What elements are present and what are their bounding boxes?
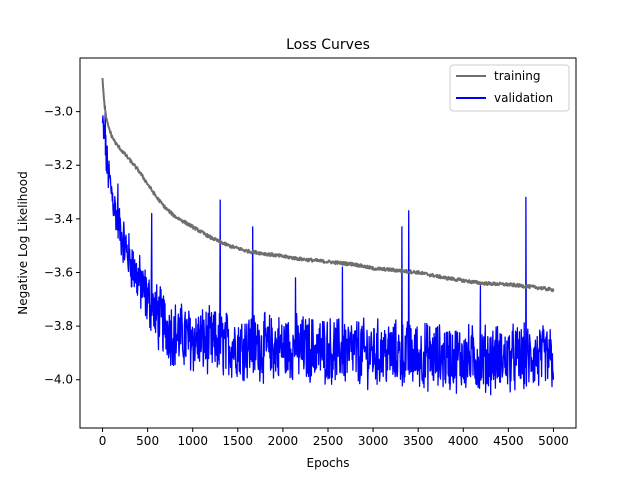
y-tick-label: −4.0 [44, 373, 73, 387]
x-tick-label: 3000 [358, 434, 389, 448]
x-tick-label: 2500 [313, 434, 344, 448]
x-tick-label: 2000 [268, 434, 299, 448]
y-tick-label: −3.6 [44, 265, 73, 279]
chart-title: Loss Curves [286, 37, 370, 53]
x-tick-label: 0 [99, 434, 107, 448]
legend: training validation [449, 64, 570, 112]
x-tick-label: 4500 [493, 434, 524, 448]
y-axis-label: Negative Log Likelihood [16, 171, 30, 314]
y-axis: −4.0 −3.8 −3.6 −3.4 −3.2 −3.0 [44, 105, 80, 387]
x-tick-label: 1500 [223, 434, 254, 448]
y-tick-label: −3.2 [44, 158, 73, 172]
y-tick-label: −3.4 [44, 212, 73, 226]
y-tick-label: −3.8 [44, 319, 73, 333]
x-tick-label: 5000 [538, 434, 569, 448]
series-layer [101, 77, 555, 396]
legend-label-training: training [494, 69, 541, 83]
x-tick-label: 4000 [448, 434, 479, 448]
series-line-training [101, 77, 555, 293]
series-line-validation [101, 105, 555, 396]
y-tick-label: −3.0 [44, 105, 73, 119]
x-tick-label: 3500 [403, 434, 434, 448]
legend-label-validation: validation [494, 91, 553, 105]
x-axis: 0 500 1000 1500 2000 2500 3000 3500 4000 4500 5000 [99, 428, 569, 448]
x-tick-label: 500 [136, 434, 159, 448]
x-tick-label: 1000 [177, 434, 208, 448]
plot-area [101, 77, 555, 396]
x-axis-label: Epochs [307, 456, 350, 470]
